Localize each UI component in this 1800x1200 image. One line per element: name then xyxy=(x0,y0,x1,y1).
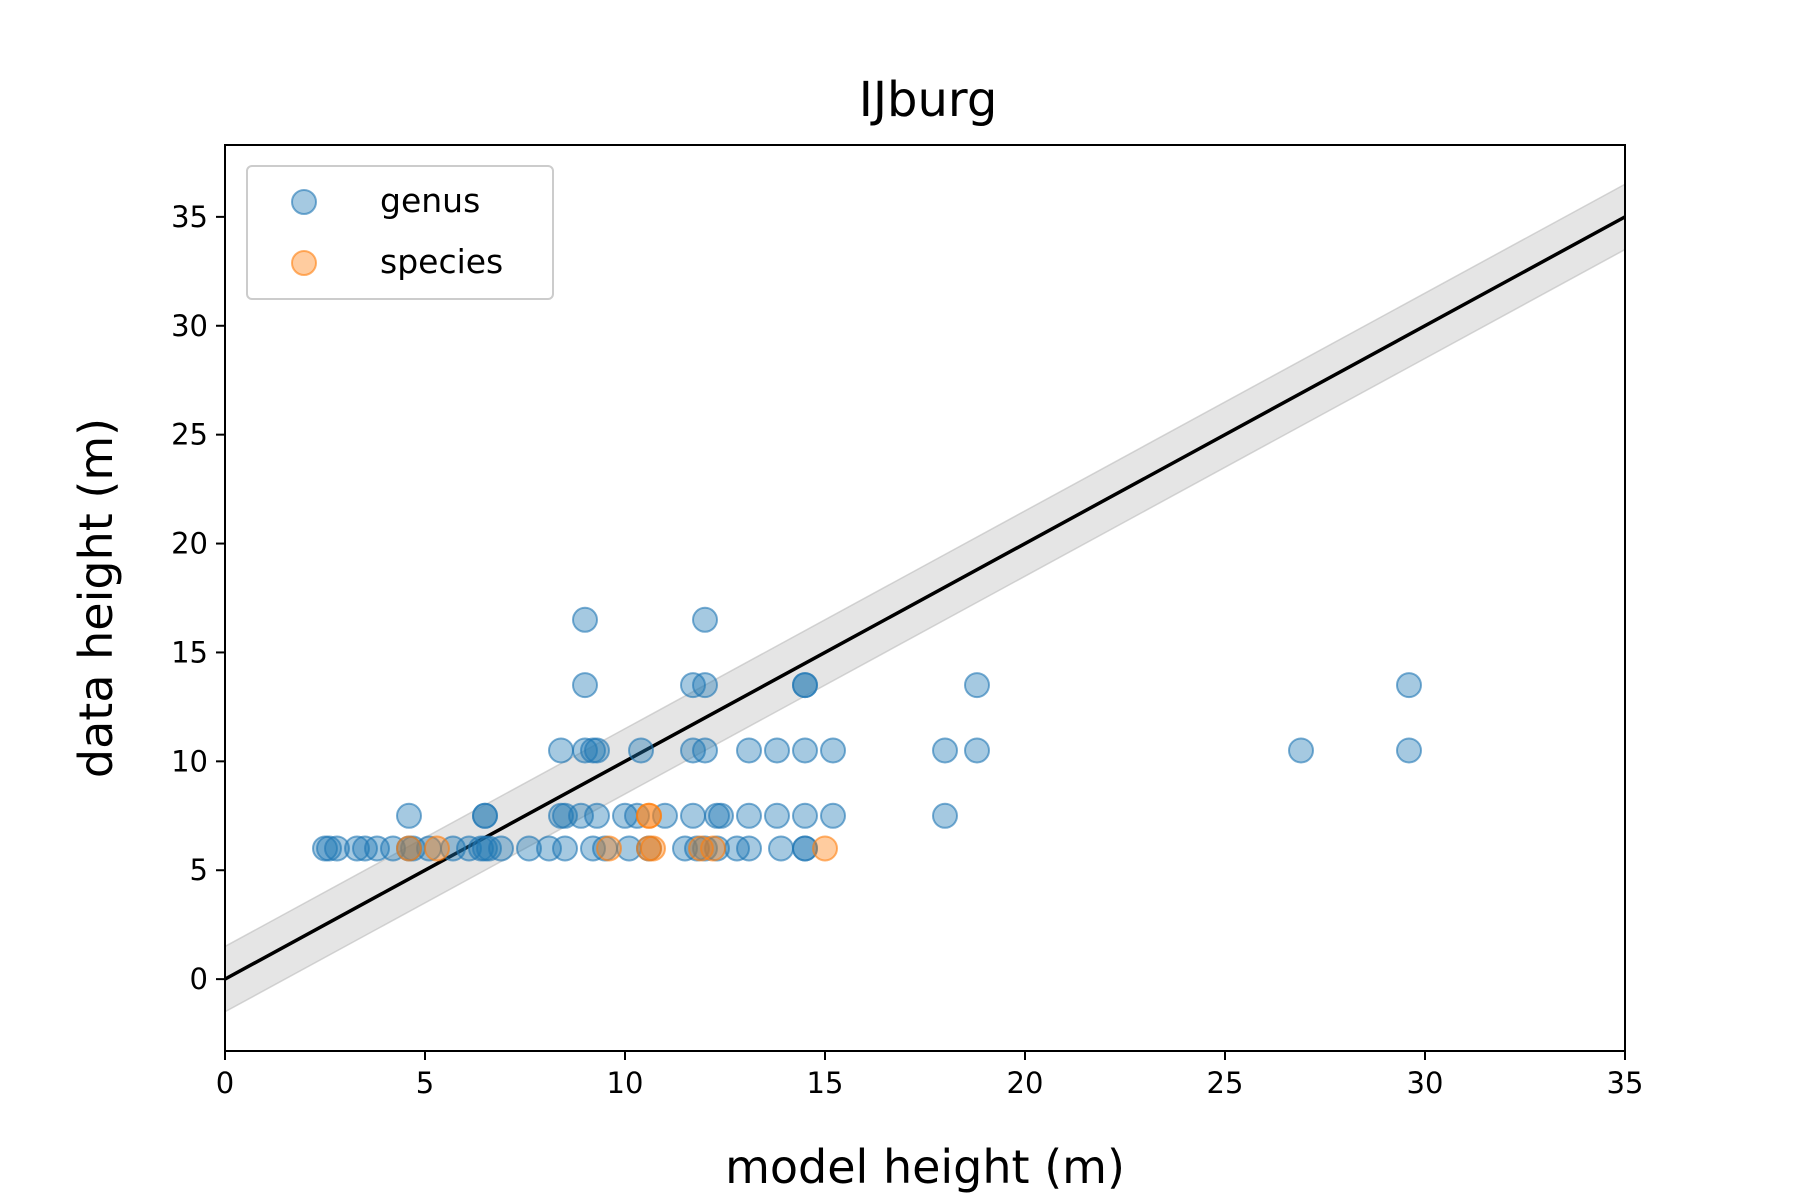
legend-label-genus: genus xyxy=(380,181,480,220)
point-genus xyxy=(692,672,718,699)
point-genus xyxy=(552,835,578,862)
point-genus xyxy=(964,737,990,764)
point-genus xyxy=(396,802,422,829)
x-tick-label: 0 xyxy=(216,1066,234,1100)
point-genus xyxy=(764,737,790,764)
legend-marker-genus xyxy=(291,189,317,215)
point-genus xyxy=(932,737,958,764)
point-species xyxy=(596,835,622,862)
point-genus xyxy=(488,835,514,862)
y-tick-label: 35 xyxy=(171,200,208,234)
reference-line xyxy=(224,215,1626,981)
x-axis-ticks: 0 5 10 15 20 25 30 35 xyxy=(216,1051,1644,1100)
point-genus xyxy=(516,835,542,862)
point-genus xyxy=(472,802,498,829)
point-genus xyxy=(964,672,990,699)
point-genus xyxy=(792,737,818,764)
point-genus xyxy=(1396,672,1422,699)
legend-label-species: species xyxy=(380,242,503,281)
y-axis-ticks: 0 5 10 15 20 25 30 35 xyxy=(171,200,225,996)
x-tick-label: 25 xyxy=(1207,1066,1244,1100)
x-axis-label: model height (m) xyxy=(725,1140,1125,1194)
y-tick-label: 0 xyxy=(190,962,208,996)
y-tick-label: 20 xyxy=(171,527,208,561)
y-tick-label: 10 xyxy=(171,744,208,778)
point-genus xyxy=(736,835,762,862)
x-tick-label: 10 xyxy=(607,1066,644,1100)
point-genus xyxy=(1288,737,1314,764)
point-genus xyxy=(764,802,790,829)
point-genus xyxy=(316,835,342,862)
y-tick-label: 5 xyxy=(190,853,208,887)
legend: genus species xyxy=(246,165,554,300)
plot-frame xyxy=(224,144,1626,1052)
point-genus xyxy=(628,737,654,764)
reference-line-layer xyxy=(224,215,1626,981)
x-tick-label: 20 xyxy=(1007,1066,1044,1100)
point-genus xyxy=(768,835,794,862)
point-genus xyxy=(1396,737,1422,764)
x-tick-label: 15 xyxy=(807,1066,844,1100)
point-genus xyxy=(708,802,734,829)
point-genus xyxy=(572,672,598,699)
point-species xyxy=(636,802,662,829)
y-axis-label: data height (m) xyxy=(69,418,123,778)
x-tick-label: 35 xyxy=(1607,1066,1644,1100)
point-genus xyxy=(736,802,762,829)
point-species xyxy=(700,835,726,862)
points-layer xyxy=(312,606,1422,862)
legend-box xyxy=(246,165,554,300)
point-genus xyxy=(692,737,718,764)
point-genus xyxy=(584,737,610,764)
point-species xyxy=(640,835,666,862)
point-species xyxy=(396,835,422,862)
point-genus xyxy=(324,835,350,862)
point-genus xyxy=(932,802,958,829)
point-genus xyxy=(584,802,610,829)
chart-title: IJburg xyxy=(859,72,998,128)
point-genus xyxy=(692,606,718,633)
y-tick-label: 15 xyxy=(171,635,208,669)
point-genus xyxy=(820,737,846,764)
point-species xyxy=(424,835,450,862)
point-genus xyxy=(792,835,818,862)
point-genus xyxy=(820,802,846,829)
point-genus xyxy=(572,606,598,633)
point-genus xyxy=(792,802,818,829)
point-species xyxy=(812,835,838,862)
x-tick-label: 30 xyxy=(1407,1066,1444,1100)
y-tick-label: 25 xyxy=(171,418,208,452)
legend-marker-species xyxy=(291,250,317,276)
point-genus xyxy=(344,835,370,862)
point-genus xyxy=(736,737,762,764)
y-tick-label: 30 xyxy=(171,309,208,343)
point-genus xyxy=(792,672,818,699)
x-tick-label: 5 xyxy=(416,1066,434,1100)
point-genus xyxy=(680,802,706,829)
point-genus xyxy=(548,737,574,764)
